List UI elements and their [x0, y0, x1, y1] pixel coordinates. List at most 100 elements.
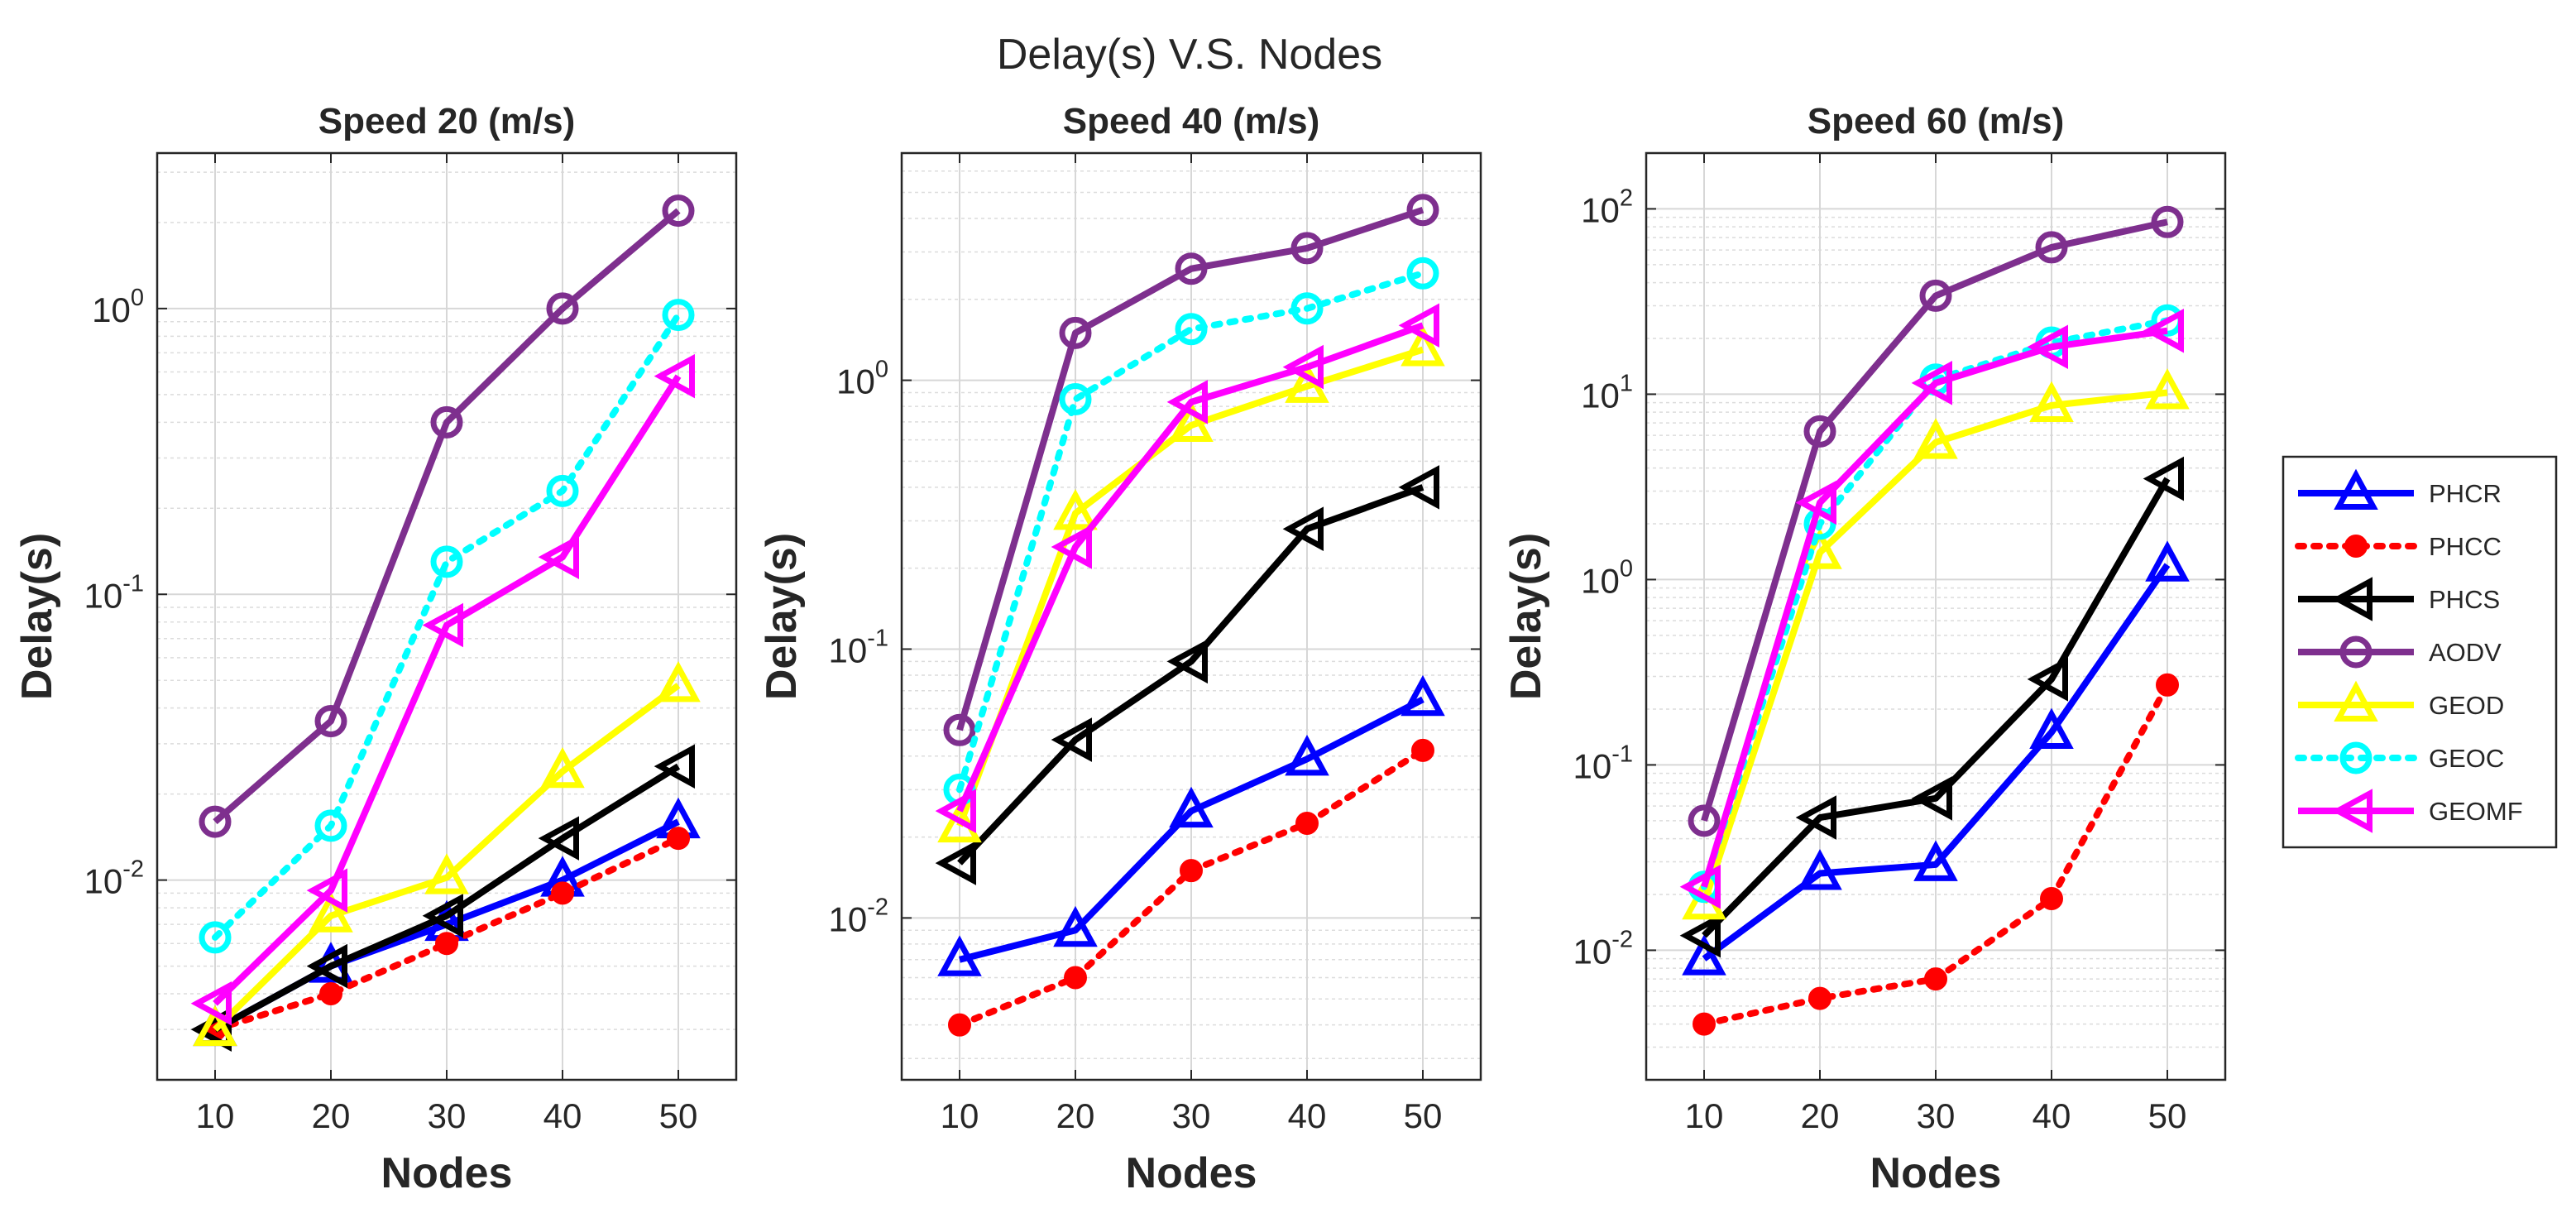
legend-entry-geod-swatch-marker — [2334, 680, 2378, 722]
y-tick-label: 100 — [92, 285, 144, 329]
legend-entry-geoc: GEOC — [2295, 741, 2504, 774]
panel-2-series-aodv-point — [1059, 316, 1092, 349]
panel-3-series-phcc-point — [1693, 1012, 1716, 1036]
panel-3-series-geomf-point — [1911, 361, 1952, 405]
panel-2-series-geomf-point — [1398, 303, 1439, 348]
panel-1-series-geod-point — [656, 661, 701, 703]
legend-entry-geod-label: GEOD — [2429, 691, 2504, 720]
panel-1-series-phcc-point — [667, 827, 690, 851]
panel-1-series-phcs-point — [422, 893, 463, 938]
panel-2-series-geod-point — [1169, 400, 1214, 442]
panel-1-series-phcs-point — [654, 744, 695, 789]
legend-entry-geoc-label: GEOC — [2429, 744, 2504, 773]
panel-3-series-phcc-point — [2040, 886, 2063, 910]
panel-1-series-geod-line — [213, 683, 681, 1033]
panel-3-series-aodv — [1688, 205, 2184, 837]
y-tick-label: 102 — [1581, 185, 1633, 229]
legend-entry-phcc-swatch-marker — [2344, 535, 2368, 558]
panel-2-series-phcc-point — [1295, 811, 1319, 835]
legend-entry-aodv: AODV — [2298, 635, 2502, 669]
legend-entry-phcs-label: PHCS — [2429, 585, 2500, 614]
panel-1-series-geoc-point — [314, 809, 347, 842]
panel-3-series-geomf — [1679, 308, 2184, 909]
panel-2-series-phcs-line — [957, 484, 1424, 866]
x-tick-label: 50 — [1404, 1096, 1443, 1135]
panel-1-series — [190, 194, 701, 1052]
y-tick-label: 100 — [1581, 555, 1633, 600]
panel-2-series-phcs-point — [1282, 506, 1324, 551]
panel-1: 10 20 30 40 50 10-2 10-1 100 Speed 20 (m/s) Nodes… — [13, 101, 738, 1197]
panel-2-series-geomf — [935, 303, 1439, 833]
legend-entry-geomf-swatch-marker — [2331, 789, 2373, 833]
panel-1-series-aodv-point — [430, 405, 463, 439]
legend-entry-geoc-swatch-marker — [2339, 741, 2373, 774]
panel-3-series-geomf-point — [2143, 308, 2184, 353]
x-tick-label: 40 — [543, 1096, 582, 1135]
y-tick-label: 100 — [836, 357, 888, 401]
panel-1-series-phcc-point — [435, 932, 458, 956]
panel-1-title: Speed 20 (m/s) — [318, 101, 576, 141]
panel-1-series-aodv-point — [662, 194, 695, 228]
panel-3-series-aodv-point — [2035, 231, 2068, 264]
panel-1-series-geoc — [199, 299, 695, 954]
panel-2-series-geomf-point — [935, 789, 976, 833]
panel-2-series-phcr-point — [1401, 674, 1445, 717]
panel-1-series-phcc-line — [212, 835, 682, 1033]
panel-2-series-aodv-point — [943, 713, 976, 746]
x-tick-label: 20 — [1056, 1096, 1095, 1135]
panel-2-series-phcr-point — [937, 935, 982, 976]
x-tick-label: 50 — [2148, 1096, 2187, 1135]
panel-3-series-geomf-point — [1795, 480, 1836, 525]
x-tick-label: 50 — [659, 1096, 698, 1135]
panel-3-series-geod — [1682, 368, 2190, 920]
panel-1-series-phcs-line — [213, 763, 681, 1033]
panel-3-x-axis-label: Nodes — [1870, 1149, 2002, 1197]
panel-2-series-phcc-point — [1064, 966, 1087, 990]
panel-3-series-geod-point — [1913, 418, 1958, 459]
panel-3-series-phcr — [1682, 540, 2190, 976]
panel-2-x-axis-label: Nodes — [1126, 1149, 1257, 1197]
panel-2-series-geoc-point — [1175, 313, 1208, 346]
panel-2-series-aodv — [943, 194, 1439, 746]
panel-3-series-phcs-point — [1911, 776, 1952, 821]
panel-3-series-phcc — [1693, 673, 2179, 1036]
y-tick-label: 10-2 — [84, 856, 144, 901]
panel-3-title: Speed 60 (m/s) — [1808, 101, 2065, 141]
x-tick-label: 10 — [941, 1096, 979, 1135]
panel-1-series-aodv-point — [314, 704, 347, 737]
panel-2-y-axis-label: Delay(s) — [758, 533, 806, 700]
panel-2-series-phcc-point — [1411, 738, 1434, 762]
panel-2-series-phcs-point — [1166, 639, 1208, 684]
panel-2-title: Speed 40 (m/s) — [1063, 101, 1320, 141]
panel-1-series-geod — [193, 661, 701, 1047]
panel-2-series-phcr-point — [1285, 735, 1329, 776]
panel-1-y-axis-label: Delay(s) — [13, 533, 61, 700]
panel-3-series-geomf-point — [1679, 864, 1721, 909]
panel-1-series-geomf-point — [422, 602, 463, 648]
legend-entry-geod: GEOD — [2298, 680, 2504, 722]
legend-entry-aodv-label: AODV — [2429, 638, 2502, 667]
panel-3-series-geod-point — [2145, 368, 2190, 410]
panel-2-series-phcc-point — [948, 1013, 971, 1037]
panel-2-series-aodv-point — [1290, 232, 1324, 265]
panel-2-grid — [902, 152, 1481, 1080]
legend-entry-geomf: GEOMF — [2298, 789, 2523, 833]
panel-2-series-phcr-point — [1169, 786, 1214, 828]
x-tick-label: 10 — [196, 1096, 235, 1135]
panel-2-series-geoc-point — [1290, 292, 1324, 325]
panel-2-series-phcc-point — [1180, 859, 1203, 883]
panel-3-series-aodv-point — [1688, 804, 1721, 837]
legend-entry-phcc: PHCC — [2295, 532, 2502, 561]
panel-2-series-geoc-point — [1059, 383, 1092, 416]
panel-2-series-phcs-point — [1051, 717, 1092, 762]
panel-3-series-phcr-point — [2029, 707, 2074, 749]
panel-3-y-axis-label: Delay(s) — [1502, 533, 1550, 700]
panel-1-series-phcs-point — [538, 816, 579, 861]
panel-2-series-aodv-point — [1406, 194, 1439, 227]
panel-3-series-phcc-point — [1924, 967, 1947, 991]
panel-3-series-phcc-point — [1808, 986, 1831, 1010]
panel-1-series-phcs-point — [306, 943, 347, 989]
panel-2-series-phcs — [935, 465, 1439, 885]
panel-3-series-phcr-point — [2145, 540, 2190, 582]
